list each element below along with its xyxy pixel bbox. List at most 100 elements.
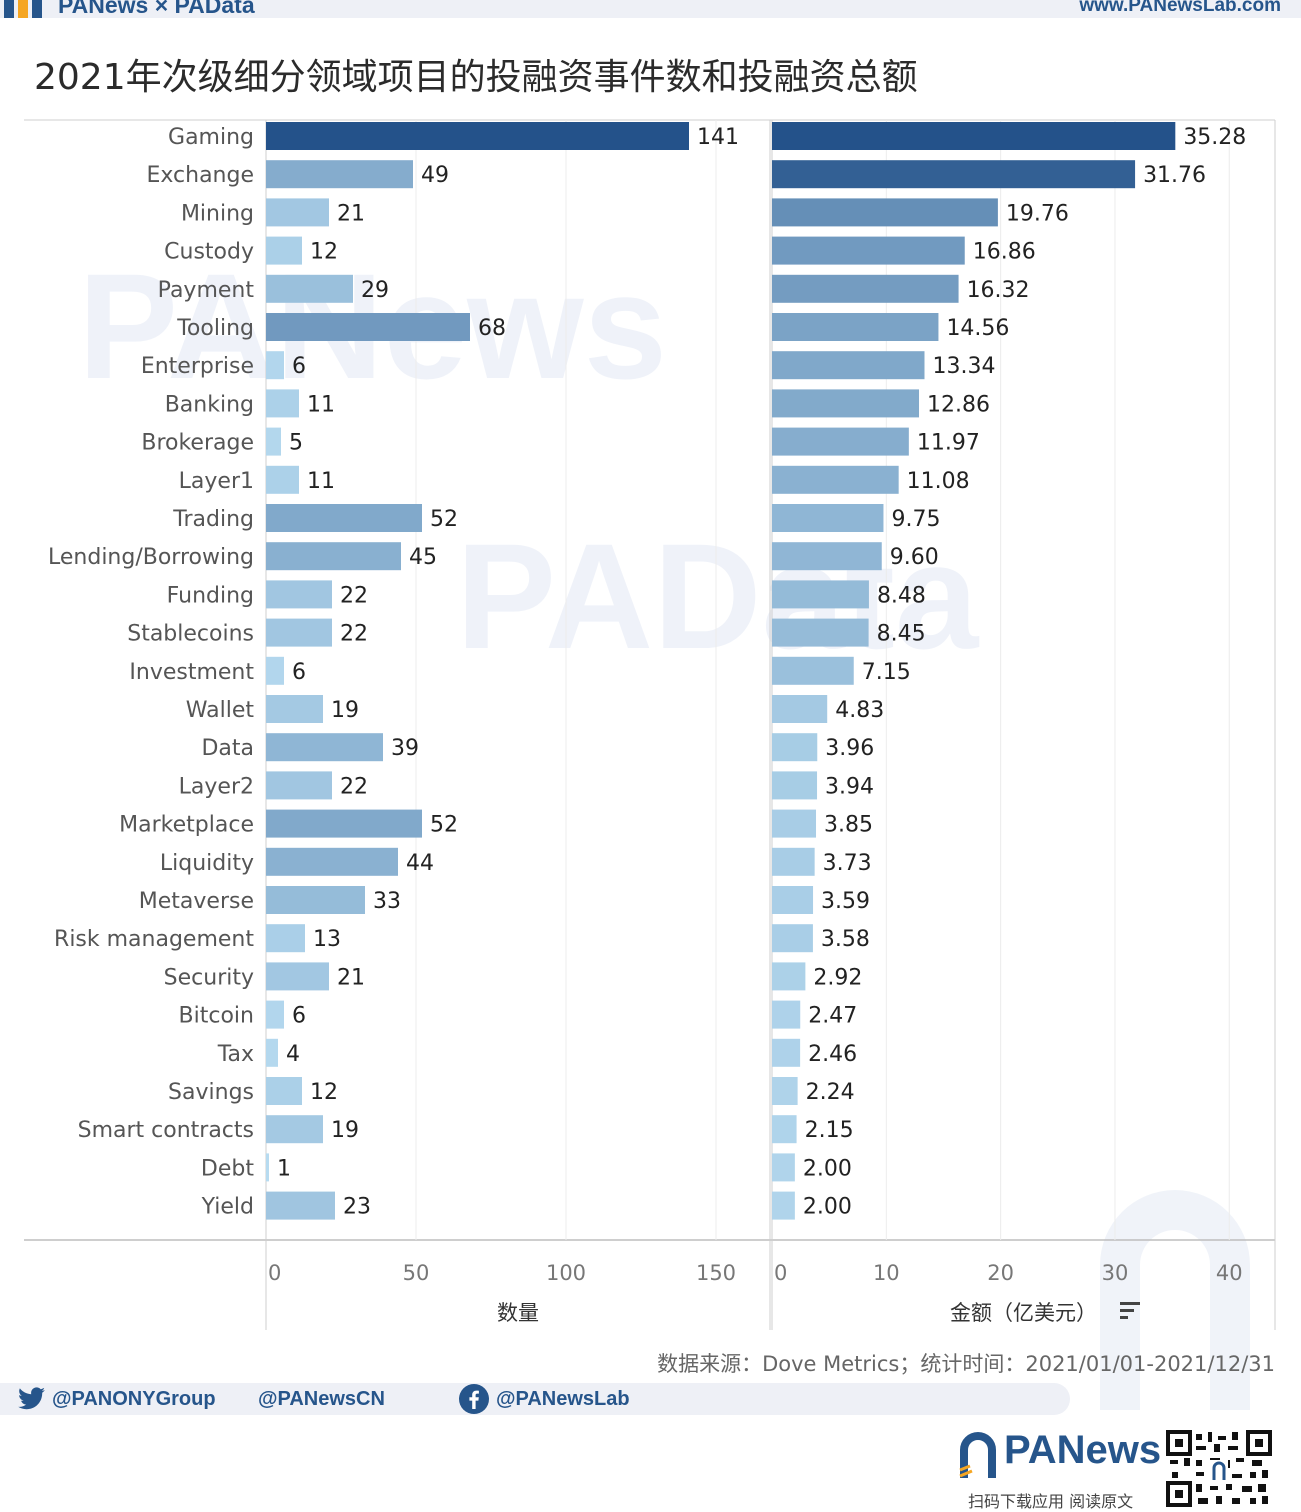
bar-count — [266, 160, 413, 189]
weibo-handle[interactable]: @PANewsCN — [258, 1384, 385, 1414]
category-label: Trading — [172, 507, 254, 532]
data-label: 49 — [421, 163, 449, 188]
data-label: 2.15 — [805, 1118, 854, 1143]
category-label: Liquidity — [160, 851, 254, 876]
data-label: 12.86 — [927, 392, 990, 417]
data-label: 35.28 — [1183, 125, 1246, 150]
header-brand: PANews × PAData — [58, 0, 255, 18]
qr-code[interactable] — [1166, 1430, 1272, 1507]
data-label: 3.85 — [824, 813, 873, 838]
bar-amount — [772, 809, 817, 838]
category-label: Layer2 — [179, 774, 254, 799]
data-label: 52 — [430, 813, 458, 838]
data-label: 13.34 — [933, 354, 996, 379]
bar-chart: 1414921122968611511524522226193922524433… — [24, 119, 1276, 1330]
x-tick-label: 0 — [774, 1261, 787, 1285]
bar-amount — [772, 1038, 801, 1067]
bar-amount — [772, 351, 925, 380]
bar-amount — [772, 924, 813, 953]
data-label: 11.97 — [917, 431, 980, 456]
data-label: 16.86 — [973, 240, 1036, 265]
twitter-handle[interactable]: @PANONYGroup — [18, 1384, 216, 1414]
bar-count — [266, 427, 281, 456]
facebook-handle-text: @PANewsLab — [496, 1387, 630, 1410]
x-tick-label: 30 — [1102, 1261, 1129, 1285]
data-label: 52 — [430, 507, 458, 532]
bar-count — [266, 580, 332, 609]
x-tick-label: 150 — [696, 1261, 736, 1285]
bar-amount — [772, 1077, 798, 1105]
sort-icon[interactable] — [1120, 1302, 1140, 1305]
category-label: Lending/Borrowing — [48, 545, 254, 570]
category-label: Marketplace — [119, 813, 254, 838]
data-label: 141 — [697, 125, 739, 150]
data-label: 6 — [292, 354, 306, 379]
bar-count — [266, 695, 323, 723]
data-label: 33 — [373, 889, 401, 914]
category-label: Mining — [181, 201, 254, 226]
bar-count — [266, 847, 398, 876]
category-label: Bitcoin — [179, 1004, 254, 1029]
data-label: 14.56 — [946, 316, 1009, 341]
x-tick-label: 0 — [268, 1261, 281, 1285]
bar-amount — [772, 465, 899, 494]
category-label: Investment — [129, 660, 254, 685]
data-label: 3.96 — [825, 736, 874, 761]
data-label: 11 — [307, 469, 335, 494]
bar-amount — [772, 504, 884, 532]
bar-count — [266, 618, 332, 647]
bar-amount — [772, 886, 814, 914]
bar-count — [266, 122, 689, 150]
data-label: 3.59 — [821, 889, 870, 914]
bar-amount — [772, 618, 869, 647]
data-label: 5 — [289, 431, 303, 456]
bar-amount — [772, 198, 998, 227]
sort-icon-line — [1120, 1309, 1134, 1312]
bar-count — [266, 1115, 323, 1144]
bar-amount — [772, 962, 806, 991]
data-label: 29 — [361, 278, 389, 303]
top-banner — [0, 0, 1301, 18]
data-label: 31.76 — [1143, 163, 1206, 188]
data-label: 4.83 — [835, 698, 884, 723]
weibo-handle-text: @PANewsCN — [258, 1387, 385, 1410]
data-label: 7.15 — [862, 660, 911, 685]
data-label: 22 — [340, 774, 368, 799]
facebook-handle[interactable]: @PANewsLab — [458, 1384, 630, 1414]
data-label: 19 — [331, 1118, 359, 1143]
chart-title: 2021年次级细分领域项目的投融资事件数和投融资总额 — [34, 57, 918, 98]
data-label: 11.08 — [907, 469, 970, 494]
site-url[interactable]: www.PANewsLab.com — [1079, 0, 1281, 16]
sort-icon-line — [1120, 1316, 1128, 1319]
x-tick-label: 50 — [403, 1261, 430, 1285]
data-label: 6 — [292, 660, 306, 685]
data-label: 19.76 — [1006, 201, 1069, 226]
data-label: 3.73 — [823, 851, 872, 876]
category-label: Security — [164, 965, 254, 990]
bar-count — [266, 504, 422, 532]
x-tick-label: 10 — [873, 1261, 900, 1285]
bar-amount — [772, 160, 1136, 189]
data-label: 21 — [337, 201, 365, 226]
bar-count — [266, 1000, 284, 1029]
category-label: Risk management — [54, 927, 254, 952]
category-label: Debt — [201, 1156, 254, 1181]
data-label: 4 — [286, 1042, 300, 1067]
bar-count — [266, 465, 299, 494]
twitter-handle-text: @PANONYGroup — [52, 1387, 216, 1410]
category-label: Enterprise — [141, 354, 254, 379]
bar-count — [266, 1038, 278, 1067]
category-label: Tooling — [176, 316, 254, 341]
bar-count — [266, 809, 422, 838]
bar-count — [266, 389, 299, 418]
bar-count — [266, 886, 365, 914]
category-label: Payment — [158, 278, 255, 303]
data-label: 21 — [337, 965, 365, 990]
data-label: 8.48 — [877, 583, 926, 608]
data-label: 39 — [391, 736, 419, 761]
data-label: 13 — [313, 927, 341, 952]
bar-count — [266, 351, 284, 380]
bar-amount — [772, 122, 1176, 150]
category-label: Exchange — [147, 163, 255, 188]
bar-amount — [772, 771, 818, 800]
